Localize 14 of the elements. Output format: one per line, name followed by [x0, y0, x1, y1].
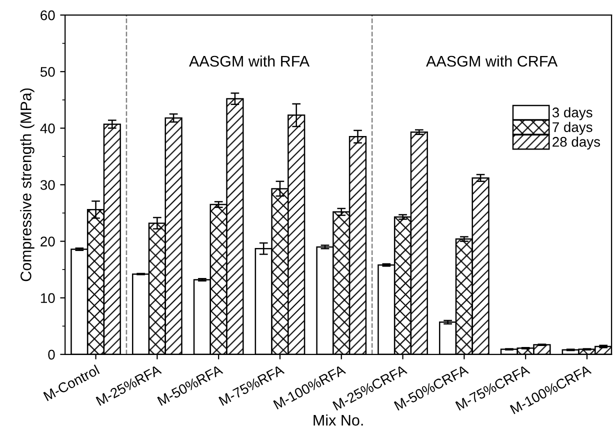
x-axis-title: Mix No. [314, 414, 363, 426]
legend-label: 3 days [552, 107, 592, 120]
y-tick-label: 50 [40, 66, 55, 77]
y-tick-label: 60 [40, 10, 55, 20]
y-tick-label: 30 [40, 180, 55, 190]
y-tick-label: 0 [48, 350, 55, 360]
annotation: AASGM with CRFA [426, 55, 558, 67]
legend-label: 7 days [552, 122, 592, 135]
y-tick-label: 40 [40, 124, 55, 134]
legend-label: 28 days [552, 136, 600, 150]
y-axis-title: Compressive strength (MPa) [20, 88, 34, 282]
y-tick-label: 20 [40, 236, 55, 246]
annotation: AASGM with RFA [189, 55, 310, 67]
y-tick-label: 10 [40, 293, 55, 304]
